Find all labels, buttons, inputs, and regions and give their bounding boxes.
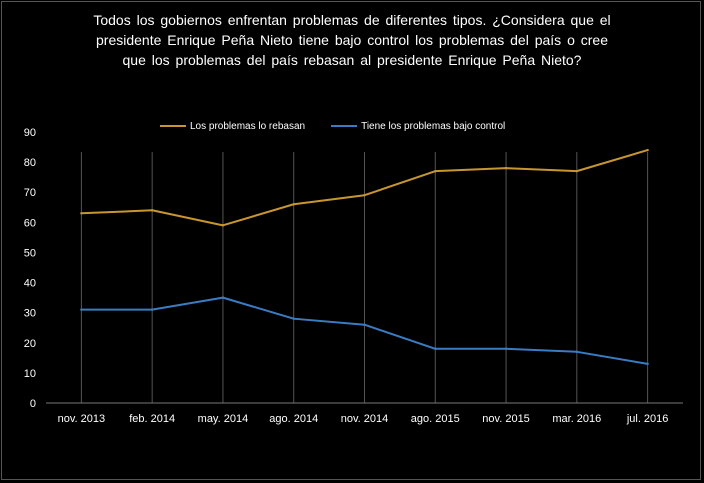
y-tick-0: 0	[30, 398, 36, 410]
legend-label-rebasan: Los problemas lo rebasan	[190, 120, 306, 132]
legend-item-control: Tiene los problemas bajo control	[331, 121, 505, 132]
legend-swatch-control	[331, 125, 358, 127]
y-tick-40: 40	[24, 278, 36, 290]
x-tick-1: feb. 2014	[129, 413, 175, 425]
point-0-4	[363, 194, 366, 197]
x-tick-8: jul. 2016	[626, 413, 669, 425]
y-tick-20: 20	[24, 338, 36, 350]
point-0-7	[575, 169, 579, 173]
x-tick-labels: nov. 2013 feb. 2014 may. 2014 ago. 2014 nov.…	[58, 413, 669, 425]
y-tick-10: 10	[24, 368, 36, 380]
legend: Los problemas lo rebasan Tiene los probl…	[160, 118, 531, 134]
x-tick-2: may. 2014	[198, 413, 249, 425]
x-tick-6: nov. 2015	[482, 413, 530, 425]
point-1-5	[434, 347, 437, 350]
y-tick-50: 50	[24, 247, 36, 259]
point-1-0	[80, 308, 83, 311]
series-lines	[80, 148, 649, 366]
x-tick-3: ago. 2014	[269, 413, 318, 425]
legend-swatch-rebasan	[160, 125, 186, 127]
point-0-3	[292, 203, 295, 206]
point-1-3	[292, 317, 295, 320]
point-1-8	[646, 362, 649, 366]
x-tick-7: mar. 2016	[552, 413, 601, 425]
point-0-1	[150, 209, 154, 212]
point-1-4	[363, 323, 366, 326]
y-tick-30: 30	[24, 308, 36, 320]
point-1-1	[150, 308, 154, 311]
title-line-3: que los problemas del país rebasan al pr…	[122, 52, 582, 68]
point-0-8	[646, 148, 649, 152]
title-line-2: presidente Enrique Peña Nieto tiene bajo…	[96, 32, 608, 48]
point-0-6	[504, 166, 508, 170]
y-tick-labels: 0 10 20 30 40 50 60 70 80 90	[24, 127, 36, 410]
point-0-2	[221, 224, 225, 227]
grid-lines	[80, 152, 649, 403]
point-0-0	[80, 212, 83, 215]
point-1-6	[504, 347, 508, 350]
y-tick-90: 90	[24, 127, 36, 139]
chart-title: Todos los gobiernos enfrentan problemas …	[60, 10, 644, 70]
x-tick-4: nov. 2014	[341, 413, 389, 425]
y-tick-80: 80	[24, 157, 36, 169]
x-tick-5: ago. 2015	[411, 413, 460, 425]
legend-label-control: Tiene los problemas bajo control	[361, 120, 506, 132]
point-1-2	[221, 296, 225, 299]
point-0-5	[434, 169, 437, 173]
point-1-7	[575, 350, 579, 354]
y-tick-70: 70	[24, 187, 36, 199]
y-tick-60: 60	[24, 217, 36, 229]
title-line-1: Todos los gobiernos enfrentan problemas …	[93, 12, 611, 28]
x-tick-0: nov. 2013	[58, 413, 106, 425]
legend-item-rebasan: Los problemas lo rebasan	[160, 121, 305, 132]
